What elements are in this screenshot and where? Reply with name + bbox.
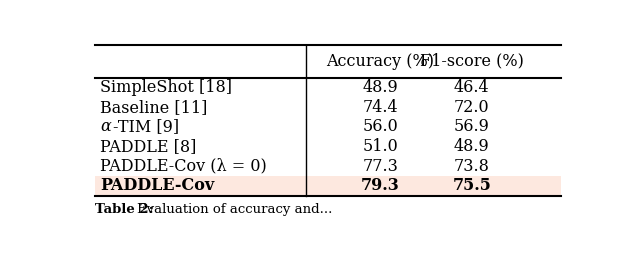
Text: 46.4: 46.4 xyxy=(454,79,490,96)
Text: PADDLE-Cov (λ = 0): PADDLE-Cov (λ = 0) xyxy=(100,158,267,175)
Text: SimpleShot [18]: SimpleShot [18] xyxy=(100,79,232,96)
Text: 56.9: 56.9 xyxy=(454,118,490,135)
Text: 74.4: 74.4 xyxy=(362,99,398,116)
Text: 77.3: 77.3 xyxy=(362,158,398,175)
Text: Baseline [11]: Baseline [11] xyxy=(100,99,207,116)
Text: PADDLE-Cov: PADDLE-Cov xyxy=(100,178,214,195)
Text: 75.5: 75.5 xyxy=(452,178,492,195)
Bar xyxy=(95,176,561,196)
Text: 79.3: 79.3 xyxy=(361,178,399,195)
Text: α: α xyxy=(100,118,111,135)
Text: Evaluation of accuracy and...: Evaluation of accuracy and... xyxy=(137,203,332,216)
Text: 51.0: 51.0 xyxy=(362,138,398,155)
Text: 73.8: 73.8 xyxy=(454,158,490,175)
Text: -TIM [9]: -TIM [9] xyxy=(113,118,179,135)
Text: Table 2:: Table 2: xyxy=(95,203,154,216)
Text: 48.9: 48.9 xyxy=(362,79,398,96)
Text: 56.0: 56.0 xyxy=(362,118,398,135)
Text: F1-score (%): F1-score (%) xyxy=(420,53,524,70)
Text: PADDLE [8]: PADDLE [8] xyxy=(100,138,196,155)
Text: 48.9: 48.9 xyxy=(454,138,490,155)
Text: 72.0: 72.0 xyxy=(454,99,490,116)
Text: Accuracy (%): Accuracy (%) xyxy=(326,53,434,70)
